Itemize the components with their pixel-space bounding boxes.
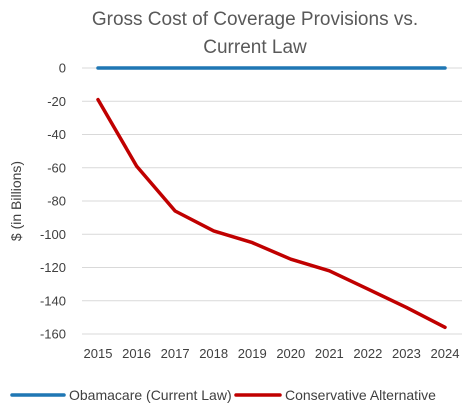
x-tick-label: 2015 (84, 346, 113, 361)
legend-label-1: Obamacare (Current Law) (69, 387, 232, 403)
chart-title-line-2: Current Law (203, 37, 307, 58)
x-tick-label: 2023 (392, 346, 421, 361)
x-tick-label: 2021 (315, 346, 344, 361)
x-tick-label: 2022 (353, 346, 382, 361)
y-tick-label: -80 (47, 194, 66, 209)
chart-title: Gross Cost of Coverage Provisions vs. Cu… (55, 6, 455, 62)
x-tick-label: 2019 (238, 346, 267, 361)
y-tick-label: 0 (59, 61, 66, 76)
y-tick-label: -140 (40, 293, 66, 308)
x-tick-label: 2020 (276, 346, 305, 361)
series-line-2 (96, 97, 447, 330)
x-tick-label: 2017 (161, 346, 190, 361)
x-tick-label: 2016 (122, 346, 151, 361)
y-tick-label: -40 (47, 127, 66, 142)
legend-label-2: Conservative Alternative (285, 387, 436, 403)
y-axis-title: $ (in Billions) (8, 161, 24, 241)
y-tick-label: -120 (40, 260, 66, 275)
y-tick-label: -20 (47, 94, 66, 109)
chart-title-line-1: Gross Cost of Coverage Provisions vs. (91, 9, 419, 30)
x-tick-label: 2018 (199, 346, 228, 361)
y-tick-label: -60 (47, 160, 66, 175)
y-tick-label: -100 (40, 227, 66, 242)
x-tick-label: 2024 (431, 346, 460, 361)
y-tick-label: -160 (40, 327, 66, 342)
